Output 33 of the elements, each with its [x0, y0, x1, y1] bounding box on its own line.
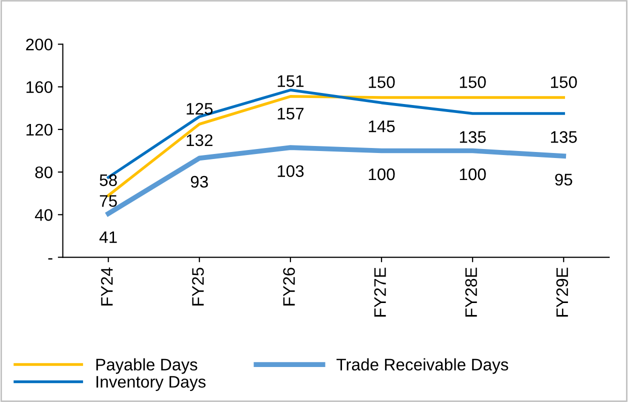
- x-tick-label: FY25: [192, 268, 204, 306]
- data-label: 135: [551, 131, 577, 143]
- data-label: 95: [555, 174, 572, 186]
- data-label: 58: [100, 174, 117, 186]
- data-label: 132: [186, 134, 212, 146]
- data-label: 75: [100, 195, 117, 207]
- x-tick-label: FY24: [101, 267, 113, 306]
- legend-label: Trade Receivable Days: [336, 358, 508, 374]
- data-label: 100: [368, 168, 395, 180]
- data-label: 135: [460, 131, 486, 143]
- y-tick-label: 200: [26, 38, 52, 50]
- legend-label: Payable Days: [96, 358, 198, 374]
- y-tick-label: -: [48, 258, 52, 260]
- data-label: 151: [278, 75, 304, 88]
- x-tick-label: FY27E: [374, 268, 386, 317]
- data-label: 125: [186, 102, 213, 115]
- legend-label: Inventory Days: [96, 376, 206, 392]
- x-tick-label: FY26: [283, 268, 295, 306]
- x-tick-label: FY29E: [556, 268, 568, 317]
- data-label: 150: [551, 76, 577, 88]
- data-label: 150: [368, 76, 395, 88]
- data-label: 103: [278, 165, 304, 178]
- x-tick-label: FY28E: [465, 268, 478, 317]
- y-tick-label: 120: [26, 124, 52, 136]
- data-label: 150: [460, 76, 486, 88]
- data-label: 157: [278, 108, 304, 120]
- data-label: 100: [460, 168, 486, 180]
- y-tick-label: 40: [34, 209, 52, 221]
- data-label: 145: [368, 120, 395, 132]
- data-label: 41: [99, 231, 117, 243]
- data-label: 93: [190, 176, 208, 188]
- y-tick-label: 80: [35, 166, 52, 178]
- y-tick-label: 160: [26, 81, 52, 94]
